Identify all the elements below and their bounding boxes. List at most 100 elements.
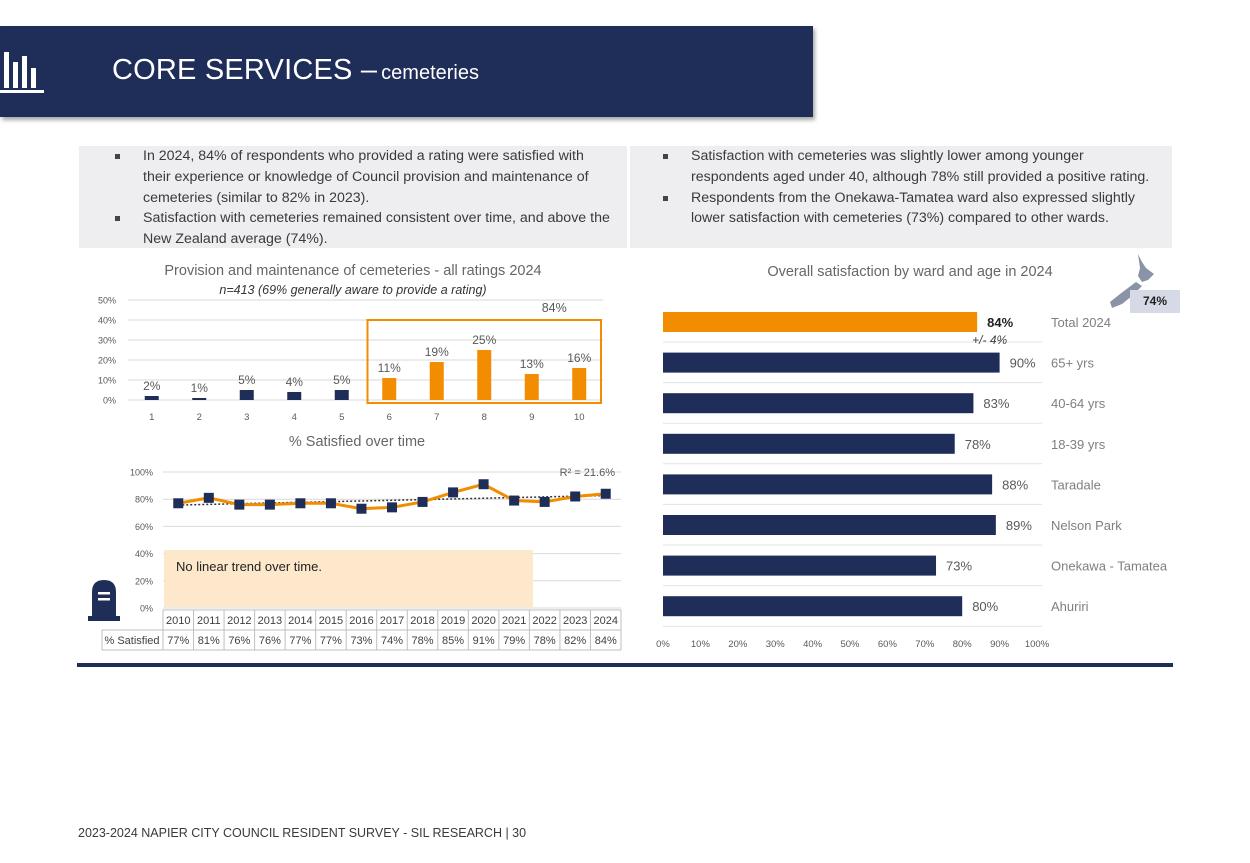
table-value: 82% xyxy=(564,635,586,647)
bar-value-label: 5% xyxy=(333,373,351,387)
bar-value-label: 5% xyxy=(238,373,256,387)
x-tick-label: 8 xyxy=(482,412,487,423)
bar-value-label: 11% xyxy=(378,361,401,375)
bar-value-label: 16% xyxy=(567,351,591,365)
x-tick-label: 2017 xyxy=(380,615,404,627)
x-tick-label: 50% xyxy=(840,639,860,650)
bar-chart-icon xyxy=(0,52,44,93)
x-tick-label: 100% xyxy=(1025,639,1050,650)
bullet-item: Satisfaction with cemeteries remained co… xyxy=(79,208,627,250)
bar xyxy=(663,474,993,495)
bar xyxy=(239,390,254,400)
bullet-item: Respondents from the Onekawa-Tamatea war… xyxy=(630,188,1172,230)
ratings-bar-chart: 0%10%20%30%40%50%2%11%25%34%45%511%619%7… xyxy=(98,296,603,423)
y-tick-label: 40% xyxy=(135,549,153,559)
bar xyxy=(663,433,955,454)
bar-value-label: 90% xyxy=(1010,356,1036,371)
data-point xyxy=(509,495,520,506)
data-point xyxy=(264,499,275,510)
table-value: 77% xyxy=(320,635,342,647)
x-tick-label: 10% xyxy=(691,639,711,650)
x-tick-label: 2011 xyxy=(197,615,221,627)
y-tick-label: 0% xyxy=(140,604,153,614)
page-footer: 2023-2024 NAPIER CITY COUNCIL RESIDENT S… xyxy=(78,826,527,840)
table-value: 84% xyxy=(595,635,617,647)
data-point xyxy=(234,499,245,510)
header-banner: CORE SERVICES – cemeteries xyxy=(0,26,813,117)
bar xyxy=(572,368,587,400)
data-point xyxy=(295,498,306,509)
bar-value-label: 4% xyxy=(286,375,304,389)
table-value: 78% xyxy=(412,635,434,647)
x-tick-label: 40% xyxy=(803,639,823,650)
title-sub: cemeteries xyxy=(381,62,479,84)
bar xyxy=(663,312,978,332)
x-tick-label: 1 xyxy=(149,412,154,423)
x-tick-label: 9 xyxy=(529,412,534,423)
x-tick-label: 2019 xyxy=(441,615,465,627)
data-point xyxy=(417,496,428,507)
trend-chart-title: % Satisfied over time xyxy=(288,434,426,450)
x-tick-label: 70% xyxy=(915,639,935,650)
bar-value-label: 78% xyxy=(965,437,991,452)
data-point xyxy=(478,479,489,490)
x-tick-label: 3 xyxy=(244,412,249,423)
y-tick-label: 10% xyxy=(98,376,116,386)
trend-note-text: No linear trend over time. xyxy=(176,559,322,574)
bottom-rule xyxy=(77,663,1173,667)
bar xyxy=(663,393,974,414)
margin-of-error-label: +/- 4% xyxy=(972,333,1007,347)
x-tick-label: 4 xyxy=(292,412,297,423)
x-tick-label: 10 xyxy=(574,412,585,423)
x-tick-label: 2024 xyxy=(593,615,617,627)
data-point xyxy=(203,492,214,503)
bar xyxy=(477,350,492,400)
bar xyxy=(663,352,1000,373)
bar xyxy=(429,362,444,400)
data-point xyxy=(600,488,611,499)
highlight-total-label: 84% xyxy=(542,301,567,315)
data-point xyxy=(325,498,336,509)
bar xyxy=(144,396,159,400)
y-tick-label: 40% xyxy=(98,316,116,326)
table-value: 76% xyxy=(259,635,281,647)
y-tick-label: 60% xyxy=(135,522,153,532)
category-label: Taradale xyxy=(1051,477,1101,492)
bar xyxy=(382,378,397,400)
x-tick-label: 2021 xyxy=(502,615,526,627)
category-label: 40-64 yrs xyxy=(1051,396,1106,411)
x-tick-label: 2010 xyxy=(166,615,190,627)
x-tick-label: 2016 xyxy=(349,615,373,627)
trend-note: No linear trend over time. xyxy=(164,550,533,607)
ratings-chart-subtitle: n=413 (69% generally aware to provide a … xyxy=(219,283,487,297)
bar-value-label: 1% xyxy=(191,381,209,395)
title-main: CORE SERVICES – xyxy=(112,54,378,86)
y-tick-label: 30% xyxy=(98,336,116,346)
table-value: 91% xyxy=(473,635,495,647)
bar-value-label: 2% xyxy=(143,379,161,393)
category-label: 18-39 yrs xyxy=(1051,437,1106,452)
table-value: 79% xyxy=(503,635,525,647)
bar-value-label: 19% xyxy=(425,345,449,359)
x-tick-label: 5 xyxy=(339,412,344,423)
table-row-label: % Satisfied xyxy=(104,635,159,647)
category-label: Total 2024 xyxy=(1051,315,1111,330)
x-tick-label: 90% xyxy=(990,639,1010,650)
highlight-box xyxy=(366,319,602,404)
category-label: Onekawa - Tamatea xyxy=(1051,559,1168,574)
data-point xyxy=(173,498,184,509)
table-value: 77% xyxy=(289,635,311,647)
bar xyxy=(663,596,963,617)
category-label: Ahuriri xyxy=(1051,599,1089,614)
category-label: Nelson Park xyxy=(1051,518,1122,533)
trend-r2-label: R² = 21.6% xyxy=(560,467,616,479)
x-tick-label: 2 xyxy=(197,412,202,423)
y-tick-label: 80% xyxy=(135,495,153,505)
table-value: 81% xyxy=(198,635,220,647)
bar-value-label: 80% xyxy=(972,599,998,614)
trendline xyxy=(178,494,606,506)
x-tick-label: 2014 xyxy=(288,615,312,627)
data-point xyxy=(448,487,459,498)
nz-average-badge: 74% xyxy=(1130,290,1180,313)
new-zealand-map-icon xyxy=(1110,254,1154,308)
